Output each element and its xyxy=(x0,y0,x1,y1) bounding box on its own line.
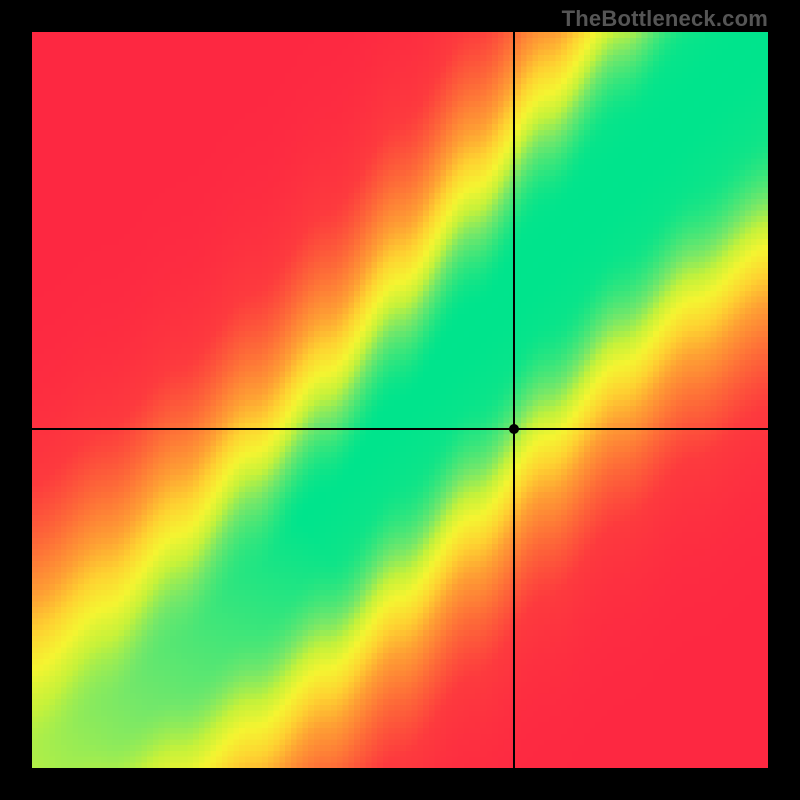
crosshair-horizontal xyxy=(32,428,768,430)
chart-root: TheBottleneck.com xyxy=(0,0,800,800)
selection-marker xyxy=(509,424,519,434)
crosshair-vertical xyxy=(513,32,515,768)
heatmap-plot xyxy=(32,32,768,768)
heatmap-canvas xyxy=(32,32,768,768)
branding-label: TheBottleneck.com xyxy=(562,6,768,32)
